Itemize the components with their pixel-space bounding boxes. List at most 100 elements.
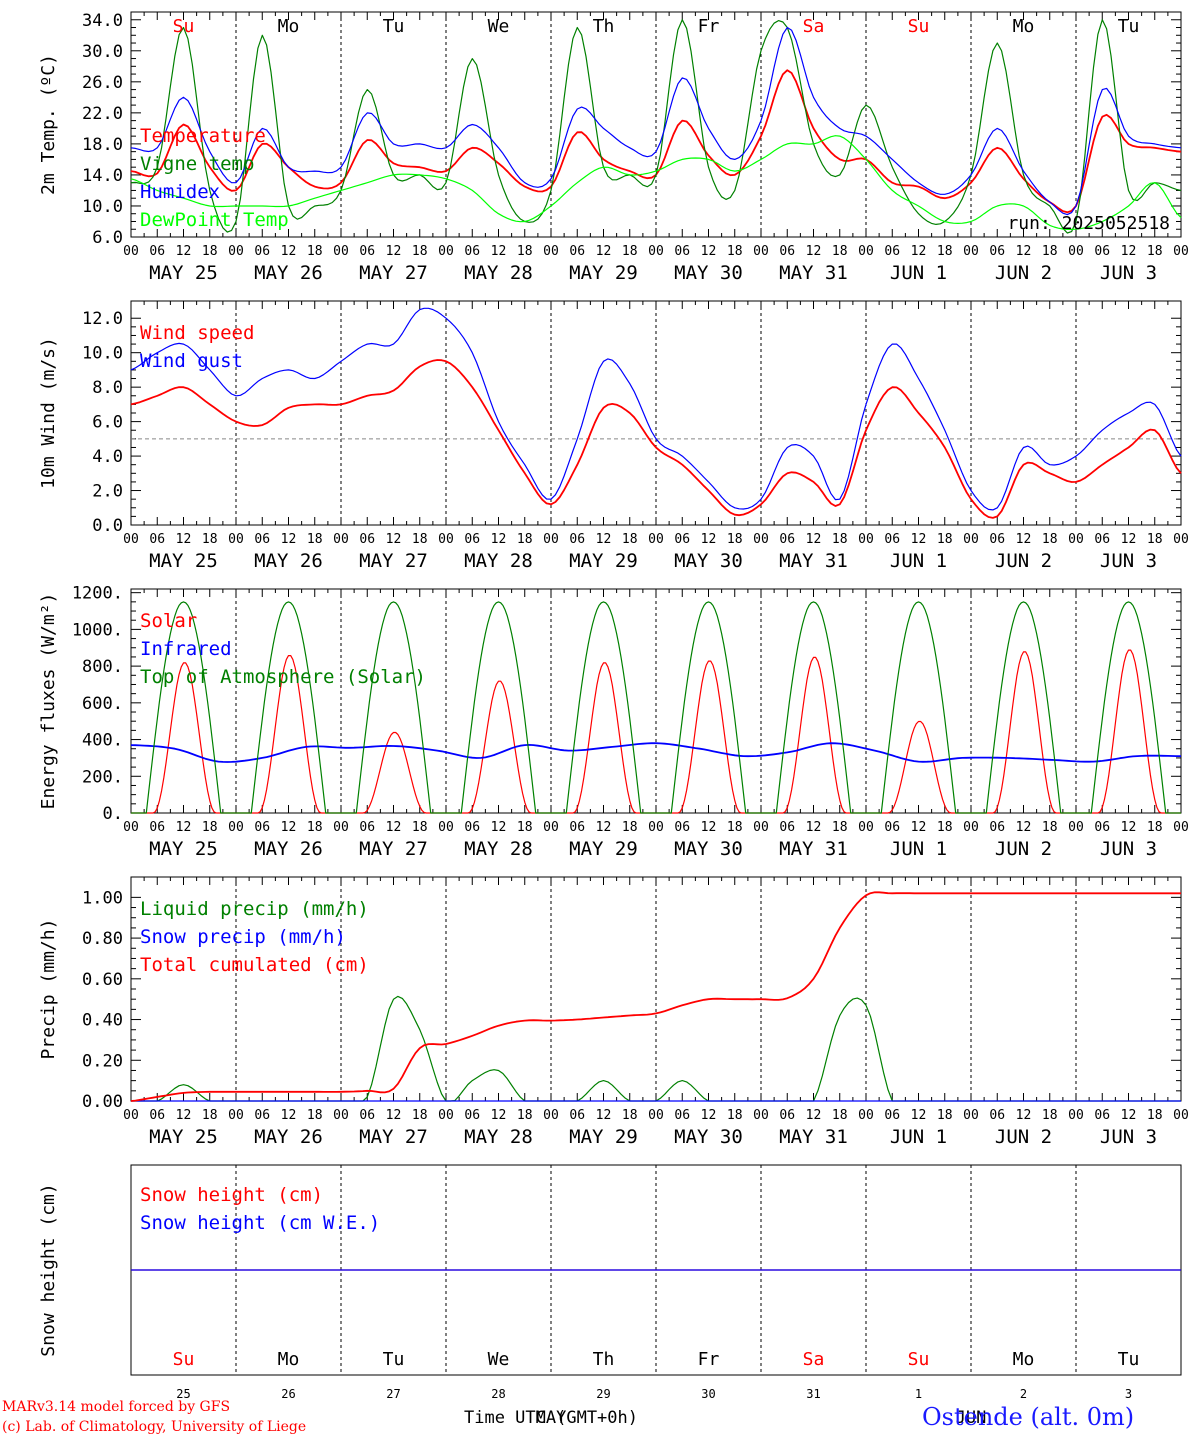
day-label: Su <box>908 1349 930 1370</box>
hour-tick-label: 12 <box>596 1108 612 1123</box>
hour-tick-label: 12 <box>386 1108 402 1123</box>
date-label: JUN 1 <box>890 838 947 860</box>
series-line <box>130 135 1182 230</box>
hour-tick-label: 00 <box>333 532 349 547</box>
legend-entry: Temperature <box>140 125 266 147</box>
date-label: MAY 28 <box>464 262 533 284</box>
hour-tick-label: 00 <box>228 244 244 259</box>
hour-tick-label: 18 <box>517 820 533 835</box>
hour-tick-label: 12 <box>596 820 612 835</box>
date-label: MAY 29 <box>569 262 638 284</box>
hour-tick-label: 12 <box>806 532 822 547</box>
series-group <box>130 891 1181 1102</box>
day-number: 29 <box>596 1387 610 1401</box>
hour-tick-label: 18 <box>412 244 428 259</box>
y-tick-label: 0. <box>103 804 123 824</box>
y-tick-label: 1.00 <box>82 888 123 908</box>
legend-entry: Humidex <box>140 181 220 203</box>
hour-tick-label: 00 <box>123 244 139 259</box>
y-axis-label: Energy fluxes (W/m²) <box>38 593 59 810</box>
hour-tick-label: 06 <box>149 244 165 259</box>
day-label: Fr <box>698 1349 720 1370</box>
date-label: MAY 31 <box>779 838 848 860</box>
date-label: JUN 3 <box>1100 1126 1157 1148</box>
panel-1: 00 06 12 18 00 06 12 18 00 06 12 18 00 06 12 18 00 06 12 18… <box>38 11 1189 284</box>
hour-tick-label: 00 <box>648 820 664 835</box>
hour-tick-label: 12 <box>1121 532 1137 547</box>
hour-tick-label: 06 <box>1094 244 1110 259</box>
panel-5: Snow height (cm) Snow height (cm) Snow hei… <box>38 1164 1182 1428</box>
day-number: 30 <box>701 1387 715 1401</box>
day-number: 26 <box>281 1387 295 1401</box>
hour-tick-label: 12 <box>386 244 402 259</box>
date-label: MAY 29 <box>569 550 638 572</box>
legend-entry: Vigne temp <box>140 153 254 175</box>
y-tick-label: 6.0 <box>92 413 123 433</box>
hour-tick-label: 12 <box>596 532 612 547</box>
hour-tick-label: 12 <box>806 244 822 259</box>
hour-tick-label: 00 <box>1068 244 1084 259</box>
y-tick-label: 0.00 <box>82 1092 123 1112</box>
hour-tick-label: 06 <box>674 820 690 835</box>
hour-tick-label: 06 <box>884 820 900 835</box>
hour-tick-label: 12 <box>1121 820 1137 835</box>
series-group <box>130 19 1182 234</box>
hour-tick-label: 18 <box>517 1108 533 1123</box>
hour-tick-label: 06 <box>1094 1108 1110 1123</box>
hour-tick-label: 06 <box>884 1108 900 1123</box>
date-label: JUN 2 <box>995 262 1052 284</box>
hour-tick-label: 06 <box>254 820 270 835</box>
hour-tick-label: 06 <box>989 244 1005 259</box>
day-label: Tu <box>1118 1349 1140 1370</box>
hour-tick-label: 12 <box>176 532 192 547</box>
hour-tick-label: 18 <box>517 244 533 259</box>
hour-tick-label: 06 <box>464 532 480 547</box>
hour-tick-label: 00 <box>963 244 979 259</box>
hour-tick-label: 00 <box>543 532 559 547</box>
date-label: MAY 29 <box>569 838 638 860</box>
hour-tick-label: 18 <box>202 1108 218 1123</box>
hour-tick-label: 12 <box>911 244 927 259</box>
day-number: 3 <box>1125 1387 1132 1401</box>
date-label: JUN 1 <box>890 262 947 284</box>
hour-tick-label: 18 <box>1042 820 1058 835</box>
date-label: MAY 31 <box>779 1126 848 1148</box>
station-name: Ostende (alt. 0m) <box>922 1403 1135 1431</box>
hour-tick-label: 18 <box>622 1108 638 1123</box>
hour-tick-label: 06 <box>569 820 585 835</box>
hour-tick-label: 12 <box>1016 532 1032 547</box>
date-label: JUN 3 <box>1100 262 1157 284</box>
date-label: JUN 2 <box>995 550 1052 572</box>
y-tick-label: 12.0 <box>82 309 123 329</box>
hour-tick-label: 06 <box>464 244 480 259</box>
hour-tick-label: 18 <box>412 820 428 835</box>
hour-tick-label: 12 <box>491 244 507 259</box>
hour-tick-label: 06 <box>149 532 165 547</box>
hour-tick-label: 00 <box>648 1108 664 1123</box>
hour-tick-label: 12 <box>701 244 717 259</box>
series-group <box>130 601 1181 814</box>
y-tick-label: 22.0 <box>82 104 123 124</box>
hour-tick-label: 12 <box>701 532 717 547</box>
hour-tick-label: 06 <box>779 1108 795 1123</box>
y-tick-label: 0.0 <box>92 516 123 536</box>
hour-tick-label: 18 <box>307 1108 323 1123</box>
hour-tick-label: 06 <box>884 532 900 547</box>
hour-tick-label: 18 <box>307 820 323 835</box>
hour-tick-label: 12 <box>491 532 507 547</box>
y-tick-label: 8.0 <box>92 378 123 398</box>
day-label: Sa <box>803 16 825 37</box>
hour-tick-label: 00 <box>753 820 769 835</box>
hour-tick-label: 06 <box>359 532 375 547</box>
date-label: MAY 26 <box>254 550 323 572</box>
hour-tick-label: 00 <box>858 532 874 547</box>
series-line <box>131 601 1181 814</box>
hour-tick-label: 00 <box>1173 1108 1189 1123</box>
y-axis-label: Snow height (cm) <box>38 1183 59 1356</box>
y-tick-label: 600. <box>82 694 123 714</box>
hour-tick-label: 18 <box>1042 532 1058 547</box>
run-annotation: run: 2025052518 <box>1007 213 1170 234</box>
hour-tick-label: 00 <box>858 244 874 259</box>
hour-tick-label: 00 <box>333 244 349 259</box>
